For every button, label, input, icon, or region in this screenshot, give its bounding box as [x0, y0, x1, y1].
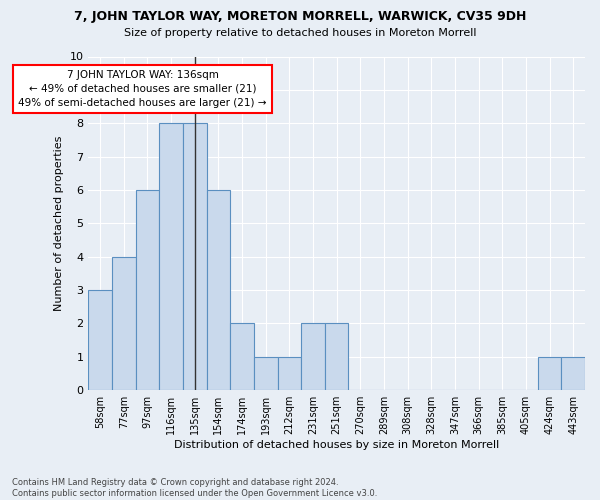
Bar — [562, 357, 585, 390]
Bar — [112, 256, 136, 390]
Text: 7 JOHN TAYLOR WAY: 136sqm
← 49% of detached houses are smaller (21)
49% of semi-: 7 JOHN TAYLOR WAY: 136sqm ← 49% of detac… — [19, 70, 267, 108]
Bar — [136, 190, 159, 390]
Bar — [206, 190, 230, 390]
Text: Contains HM Land Registry data © Crown copyright and database right 2024.
Contai: Contains HM Land Registry data © Crown c… — [12, 478, 377, 498]
Text: Size of property relative to detached houses in Moreton Morrell: Size of property relative to detached ho… — [124, 28, 476, 38]
Bar — [230, 324, 254, 390]
Bar — [88, 290, 112, 390]
Bar — [159, 123, 183, 390]
Bar — [278, 357, 301, 390]
Y-axis label: Number of detached properties: Number of detached properties — [54, 136, 64, 311]
Bar — [301, 324, 325, 390]
Bar — [325, 324, 349, 390]
Text: 7, JOHN TAYLOR WAY, MORETON MORRELL, WARWICK, CV35 9DH: 7, JOHN TAYLOR WAY, MORETON MORRELL, WAR… — [74, 10, 526, 23]
Bar — [254, 357, 278, 390]
Bar — [538, 357, 562, 390]
X-axis label: Distribution of detached houses by size in Moreton Morrell: Distribution of detached houses by size … — [174, 440, 499, 450]
Bar — [183, 123, 206, 390]
